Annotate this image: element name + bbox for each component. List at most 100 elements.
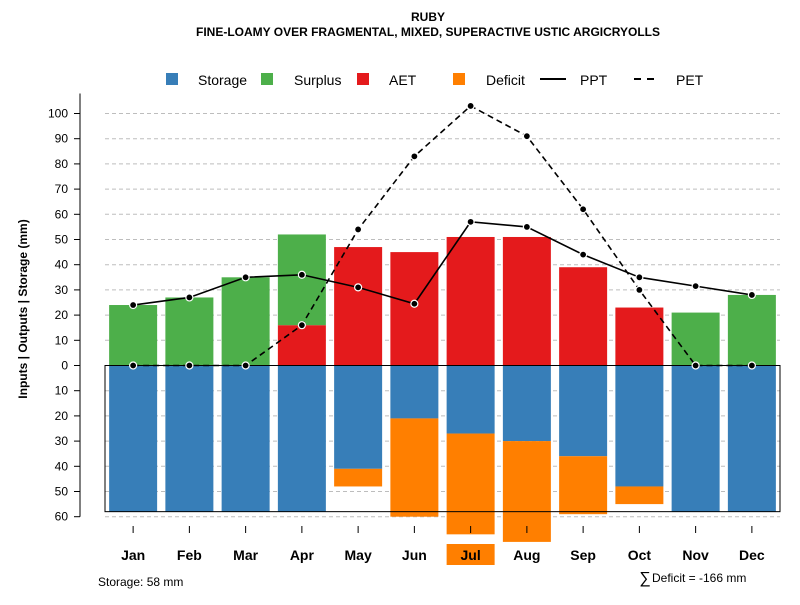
ppt-point [354,283,363,292]
x-tick-label: Jan [121,547,145,563]
storage-bar [221,365,270,512]
deficit-symbol: ∑ [639,570,650,587]
y-axis-label: Inputs | Outputs | Storage (mm) [16,219,30,398]
legend-label-pet: PET [676,72,704,88]
ppt-point [297,270,306,279]
ppt-line [133,221,752,306]
storage-bar [334,365,383,469]
ppt-point [579,250,588,259]
surplus-bar [221,277,270,366]
x-tick-label: Oct [628,547,652,563]
y-tick-label: 90 [55,132,69,146]
legend-swatch-deficit [453,73,465,85]
aet-bar [502,236,551,366]
deficit-bar [334,468,383,487]
y-tick-label: 40 [55,459,69,473]
surplus-bar [671,312,720,366]
ppt-point [747,290,756,300]
surplus-bar [109,305,158,366]
pet-point [410,152,419,161]
y-tick-label: 20 [55,409,69,423]
aet-bar [390,252,439,366]
chart-title: RUBY [411,10,445,24]
y-tick-label: 60 [55,207,69,221]
legend-label-storage: Storage [198,72,247,88]
storage-bar [559,365,608,457]
ppt-point [635,273,644,282]
y-tick-label: 60 [55,510,69,524]
y-tick-label: 20 [55,308,69,322]
y-tick-label: 30 [55,434,69,448]
deficit-note: Deficit = -166 mm [652,571,746,585]
x-tick-label: Aug [513,547,540,563]
pet-point [297,321,306,330]
deficit-bar [502,441,551,542]
deficit-bar [615,486,664,505]
x-tick-label: May [345,547,372,563]
ppt-point [691,282,700,291]
pet-point [579,205,588,214]
storage-bar [446,365,495,434]
storage-bar [615,365,664,487]
pet-point [185,361,194,370]
legend-label-surplus: Surplus [294,72,341,88]
pet-point [241,361,250,370]
aet-bar [277,325,326,366]
x-tick-label: Jun [402,547,427,563]
chart-subtitle: FINE-LOAMY OVER FRAGMENTAL, MIXED, SUPER… [196,25,660,39]
highlight-month-box [446,544,495,565]
ppt-point [241,273,250,282]
deficit-bar [446,433,495,535]
surplus-bar [727,294,776,366]
y-tick-label: 30 [55,283,69,297]
pet-point [691,361,700,370]
pet-point [354,225,363,234]
x-tick-label: Apr [290,547,315,563]
aet-bar [615,307,664,366]
storage-bar [109,365,158,512]
legend-label-aet: AET [389,72,417,88]
deficit-bar [390,418,439,517]
storage-note: Storage: 58 mm [98,575,183,589]
ppt-point [466,217,475,226]
y-tick-label: 80 [55,157,69,171]
legend-label-ppt: PPT [580,72,608,88]
ppt-point [410,299,419,308]
ppt-point [522,222,531,231]
y-tick-label: 100 [48,107,68,121]
x-tick-label: Nov [682,547,709,563]
y-tick-label: 10 [55,384,69,398]
pet-point [522,132,531,141]
storage-bar [671,365,720,512]
y-tick-label: 40 [55,258,69,272]
storage-bar [390,365,439,419]
aet-bar [334,247,383,366]
storage-bar [502,365,551,442]
y-tick-label: 50 [55,485,69,499]
deficit-bar [559,456,608,515]
x-tick-label: Feb [177,547,202,563]
ppt-point [185,293,194,302]
x-tick-label: Dec [739,547,765,563]
y-tick-label: 0 [61,359,68,373]
x-tick-label: Jul [461,547,481,563]
surplus-bar [277,234,326,326]
aet-bar [559,267,608,366]
y-tick-label: 70 [55,182,69,196]
legend-swatch-surplus [261,73,273,85]
legend-swatch-storage [166,73,178,85]
x-tick-label: Sep [570,547,596,563]
pet-point [635,285,644,294]
legend-label-deficit: Deficit [486,72,525,88]
series-lines [129,101,756,370]
ppt-point [129,300,138,310]
y-tick-label: 50 [55,233,69,247]
storage-bar [165,365,214,512]
y-tick-label: 10 [55,333,69,347]
pet-point [466,101,475,111]
legend-swatch-aet [357,73,369,85]
bars [109,234,776,542]
storage-bar [727,365,776,512]
